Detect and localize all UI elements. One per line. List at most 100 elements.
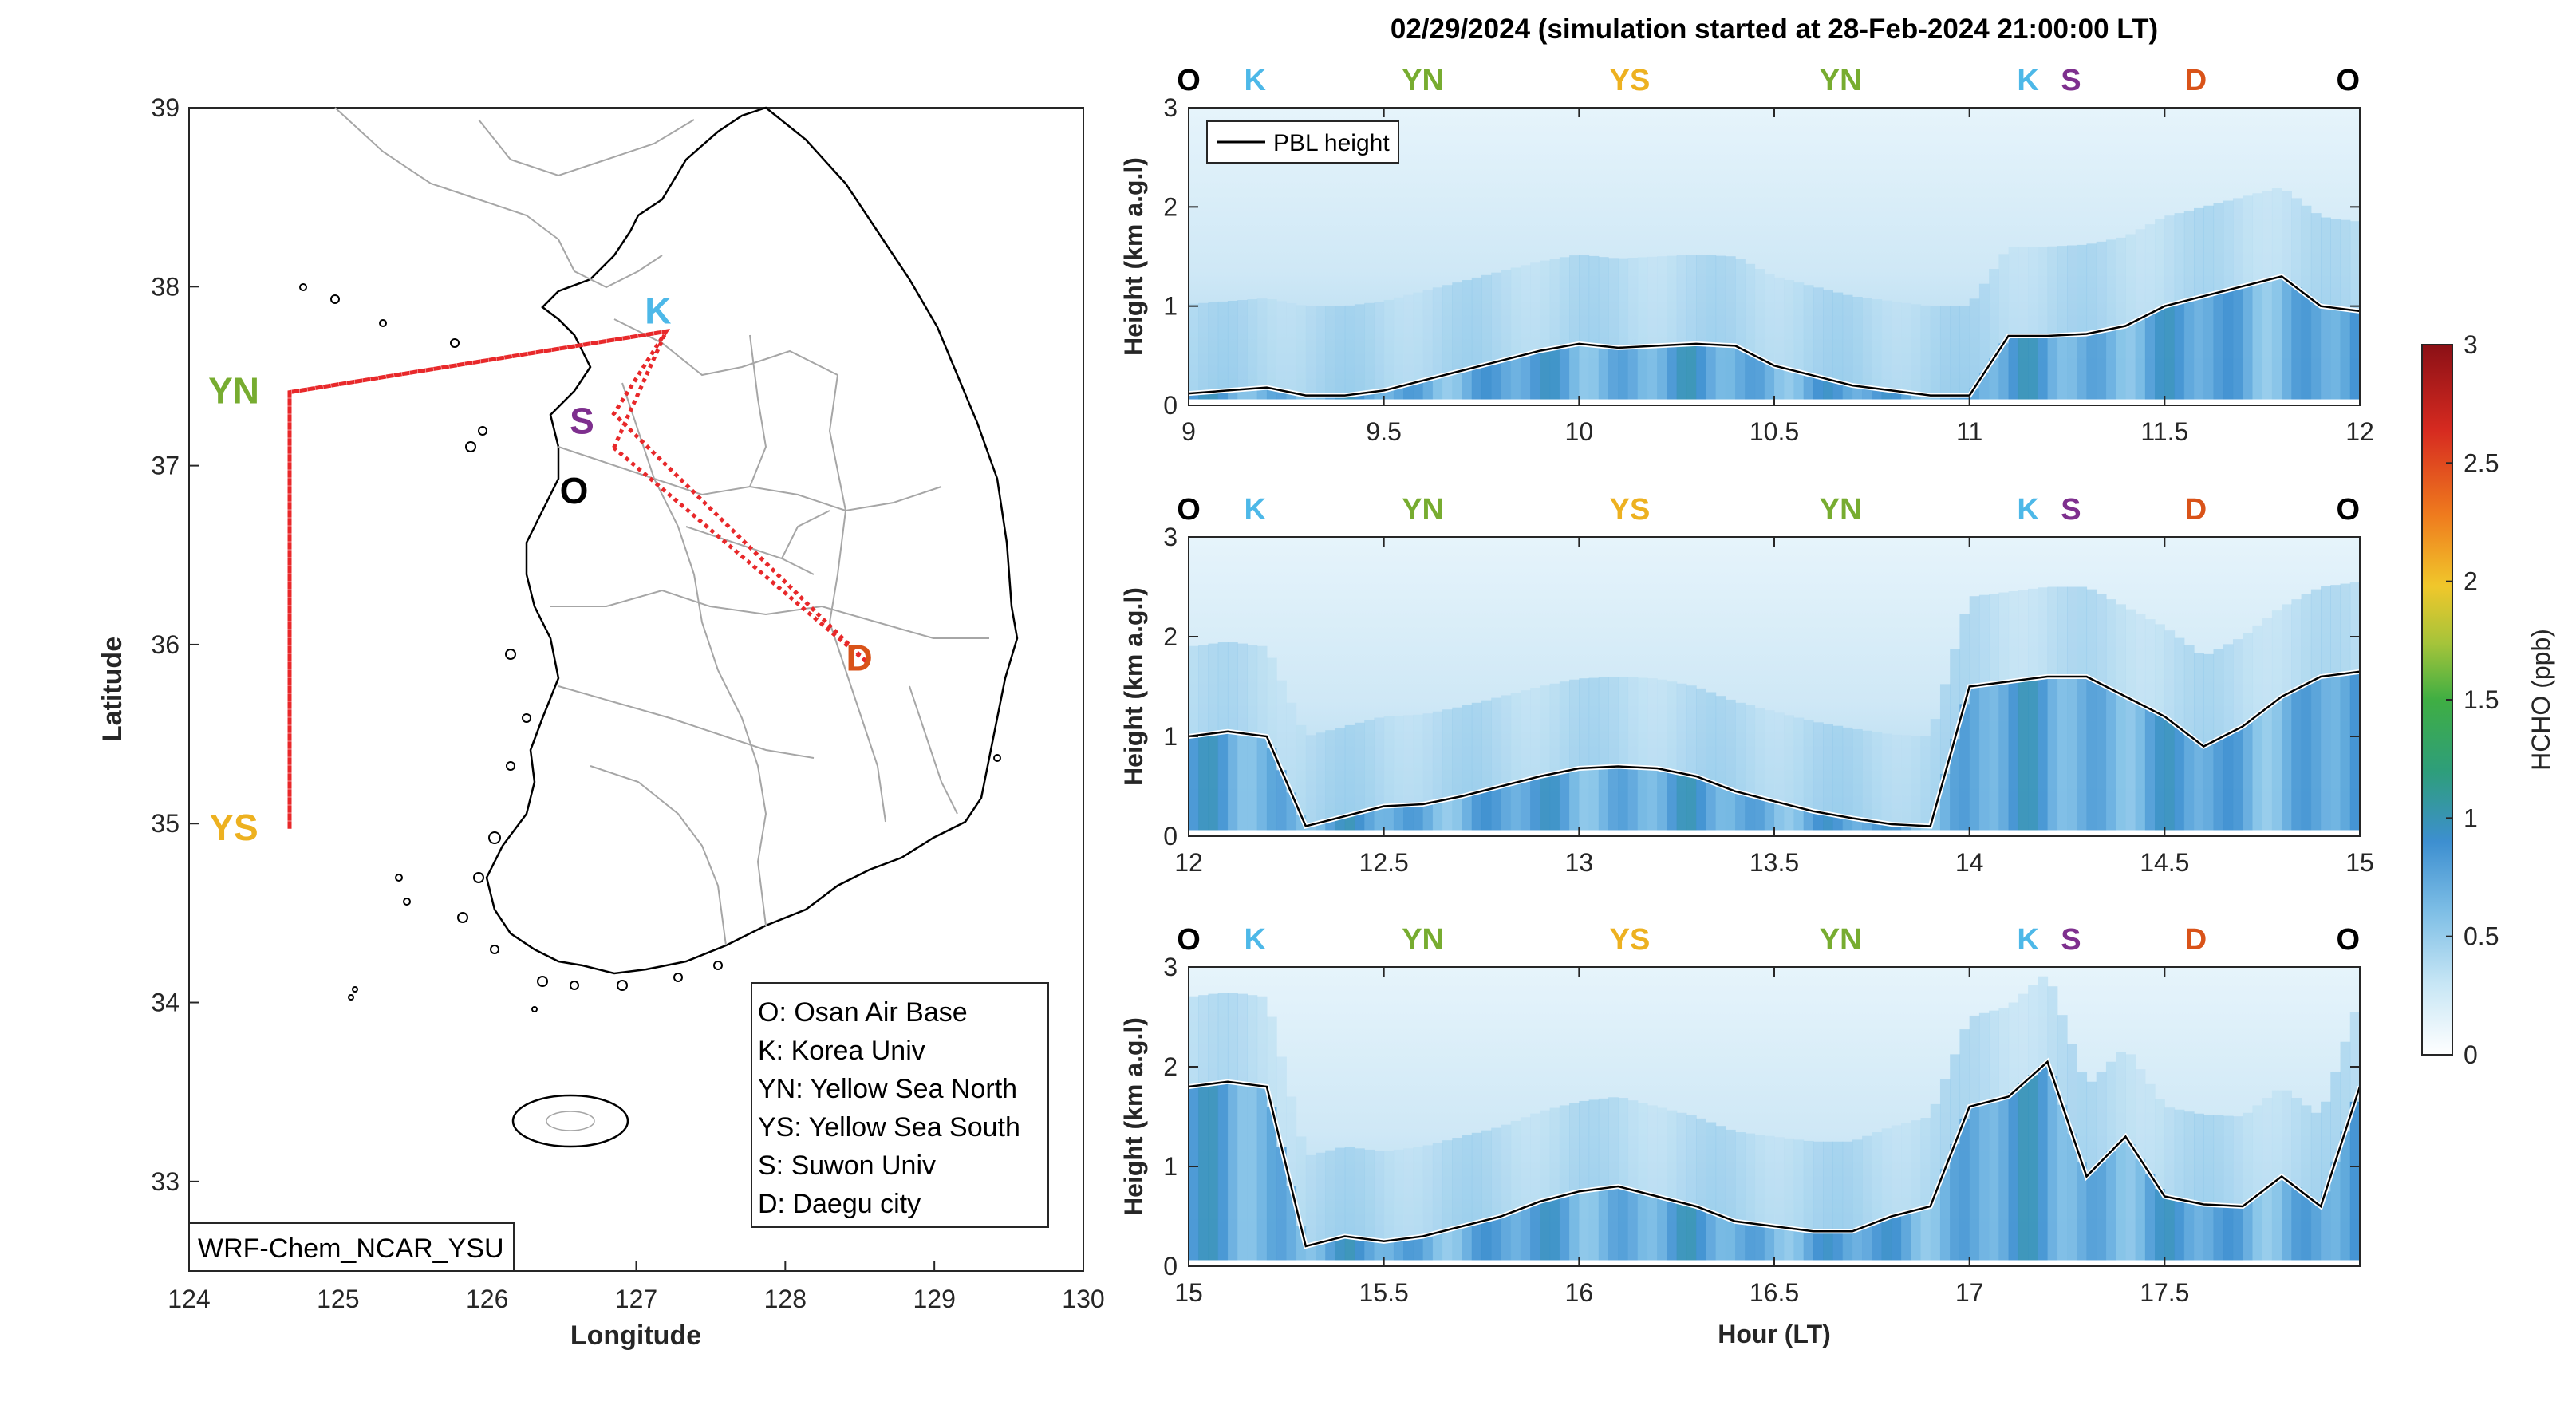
hcho-cell	[1911, 1120, 1922, 1210]
hcho-cell	[1764, 799, 1775, 836]
site-marker-o: O	[1177, 64, 1201, 97]
hcho-cell	[1627, 767, 1639, 836]
hcho-cell	[2125, 1143, 2136, 1266]
hcho-cell	[2096, 330, 2107, 405]
hcho-cell	[1471, 366, 1482, 405]
hcho-cell	[2203, 653, 2215, 744]
hcho-cell	[1588, 768, 1600, 836]
hcho-cell	[1422, 1234, 1434, 1266]
hcho-cell	[2203, 1204, 2215, 1266]
hcho-cell	[1520, 780, 1531, 836]
hcho-cell	[1793, 717, 1805, 808]
hcho-cell	[1462, 705, 1473, 795]
hcho-cell	[2183, 1201, 2195, 1266]
hcho-cell	[1189, 996, 1199, 1087]
hcho-cell	[1862, 1226, 1872, 1266]
hcho-cell	[1364, 810, 1375, 836]
hcho-cell	[1950, 649, 1961, 740]
hcho-cell	[1764, 363, 1775, 405]
hcho-cell	[1247, 995, 1258, 1085]
x-axis-label: Hour (LT)	[1718, 1320, 1831, 1348]
hcho-cell	[1276, 1056, 1287, 1147]
hcho-cell	[2271, 610, 2282, 701]
y-tick-label: 3	[1163, 953, 1178, 981]
hcho-cell	[2330, 219, 2341, 308]
hcho-cell	[2301, 1194, 2312, 1266]
hcho-cell	[1774, 277, 1785, 367]
hcho-cell	[1939, 1169, 1951, 1266]
hcho-cell	[2086, 589, 2097, 680]
hcho-cell	[1510, 357, 1521, 405]
hcho-cell	[2144, 619, 2156, 709]
hcho-cell	[1803, 374, 1814, 405]
hcho-cell	[1520, 690, 1531, 780]
hcho-cell	[1754, 708, 1765, 798]
hcho-cell	[1364, 720, 1375, 811]
hcho-cell	[1208, 302, 1219, 392]
hcho-cell	[1774, 1226, 1785, 1266]
hcho-cell	[1793, 1139, 1805, 1229]
hcho-cell	[2310, 1202, 2322, 1266]
hcho-cell	[2086, 679, 2097, 836]
hcho-cell	[1198, 734, 1209, 836]
map-site-label-ys: YS	[209, 807, 258, 848]
hcho-cell	[1930, 1103, 1941, 1194]
hcho-cell	[2310, 589, 2322, 680]
hcho-cell	[2194, 742, 2204, 836]
hcho-cell	[2047, 986, 2058, 1076]
hcho-cell	[1335, 728, 1346, 818]
hcho-cell	[1686, 1205, 1697, 1266]
hcho-cell	[2125, 609, 2136, 700]
hcho-cell	[2349, 1012, 2360, 1102]
hcho-cell	[2291, 1187, 2302, 1266]
pbl-legend: PBL height	[1206, 120, 1399, 164]
hcho-cell	[1627, 1100, 1639, 1190]
hcho-cell	[1540, 685, 1551, 776]
hcho-cell	[2174, 302, 2185, 405]
hcho-cell	[2144, 708, 2156, 836]
site-marker-s: S	[2061, 923, 2081, 957]
hcho-cell	[1657, 1198, 1668, 1266]
hcho-cell	[1618, 347, 1629, 405]
hcho-cell	[1549, 773, 1560, 836]
hcho-cell	[1598, 1098, 1609, 1189]
hcho-cell	[2262, 1187, 2273, 1266]
pbl-legend-label: PBL height	[1273, 130, 1390, 156]
hcho-cell	[2203, 294, 2215, 405]
hcho-cell	[1686, 685, 1697, 776]
hcho-cell	[1432, 801, 1443, 836]
hcho-cell	[2067, 586, 2077, 677]
hcho-cell	[1745, 1133, 1756, 1224]
hcho-cell	[2213, 1115, 2224, 1206]
hcho-cell	[1735, 1222, 1746, 1266]
hcho-cell	[1588, 255, 1600, 345]
hcho-cell	[2340, 1041, 2351, 1132]
hcho-cell	[1364, 1149, 1375, 1240]
hcho-cell	[1462, 369, 1473, 405]
hcho-cell	[1998, 254, 2010, 344]
hcho-field	[1189, 976, 2360, 1266]
hcho-cell	[1588, 1189, 1600, 1266]
hcho-cell	[1823, 1231, 1833, 1266]
hcho-cell	[1559, 1194, 1570, 1266]
hcho-cell	[2232, 1116, 2243, 1206]
map-x-tick-label: 128	[764, 1285, 807, 1313]
hcho-cell	[1598, 767, 1609, 836]
hcho-cell	[1706, 344, 1717, 405]
map-x-tick-label: 125	[317, 1285, 359, 1313]
hcho-cell	[1696, 1118, 1706, 1209]
hcho-cell	[1354, 1237, 1365, 1266]
hcho-cell	[1217, 732, 1229, 836]
hcho-cell	[1647, 768, 1658, 836]
hcho-cell	[2232, 1206, 2243, 1266]
hcho-cell	[1335, 1237, 1346, 1266]
hcho-cell	[1422, 713, 1434, 803]
hcho-cell	[1540, 1110, 1551, 1201]
hcho-cell	[1901, 302, 1911, 393]
hcho-cell	[2223, 1115, 2234, 1206]
hcho-cell	[1754, 357, 1765, 405]
hcho-cell	[2203, 744, 2215, 836]
hcho-cell	[2243, 1202, 2254, 1266]
hcho-cell	[2194, 653, 2204, 743]
hcho-cell	[1939, 306, 1951, 396]
